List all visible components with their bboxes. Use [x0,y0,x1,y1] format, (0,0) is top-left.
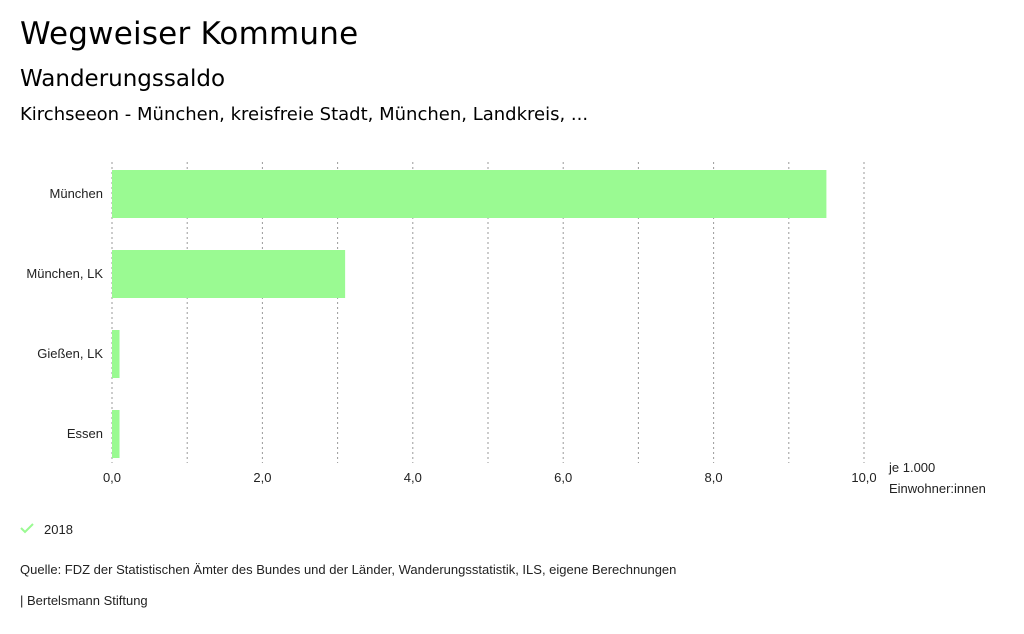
legend[interactable]: 2018 [20,522,73,537]
bar-2[interactable] [112,330,120,378]
page-title: Wegweiser Kommune [20,16,359,52]
category-label: Essen [67,426,103,441]
bars [112,170,827,458]
x-tick-label: 10,0 [851,470,876,485]
bar-chart: München München, LK Gießen, LK Essen 0,0 2,0… [26,162,986,496]
x-tick-label: 2,0 [253,470,271,485]
category-label: Gießen, LK [37,346,103,361]
legend-label: 2018 [44,522,73,537]
bar-1[interactable] [112,250,346,298]
x-axis-unit-line1: je 1.000 [888,460,935,475]
category-label: München, LK [26,266,103,281]
x-tick-label: 4,0 [404,470,422,485]
x-tick-labels: 0,0 2,0 4,0 6,0 8,0 10,0 [103,470,877,485]
x-axis-unit-line2: Einwohner:innen [889,481,986,496]
bar-3[interactable] [112,410,120,458]
category-labels: München München, LK Gießen, LK Essen [26,186,103,441]
source-note: Quelle: FDZ der Statistischen Ämter des … [20,562,677,577]
credit-note: | Bertelsmann Stiftung [20,593,148,608]
region-selection[interactable]: Kirchseeon - München, kreisfreie Stadt, … [20,104,589,125]
chart-subtitle: Wanderungssaldo [20,66,226,92]
category-label: München [50,186,103,201]
x-tick-label: 0,0 [103,470,121,485]
check-icon [20,522,40,537]
bar-0[interactable] [112,170,827,218]
x-tick-label: 6,0 [554,470,572,485]
x-tick-label: 8,0 [705,470,723,485]
